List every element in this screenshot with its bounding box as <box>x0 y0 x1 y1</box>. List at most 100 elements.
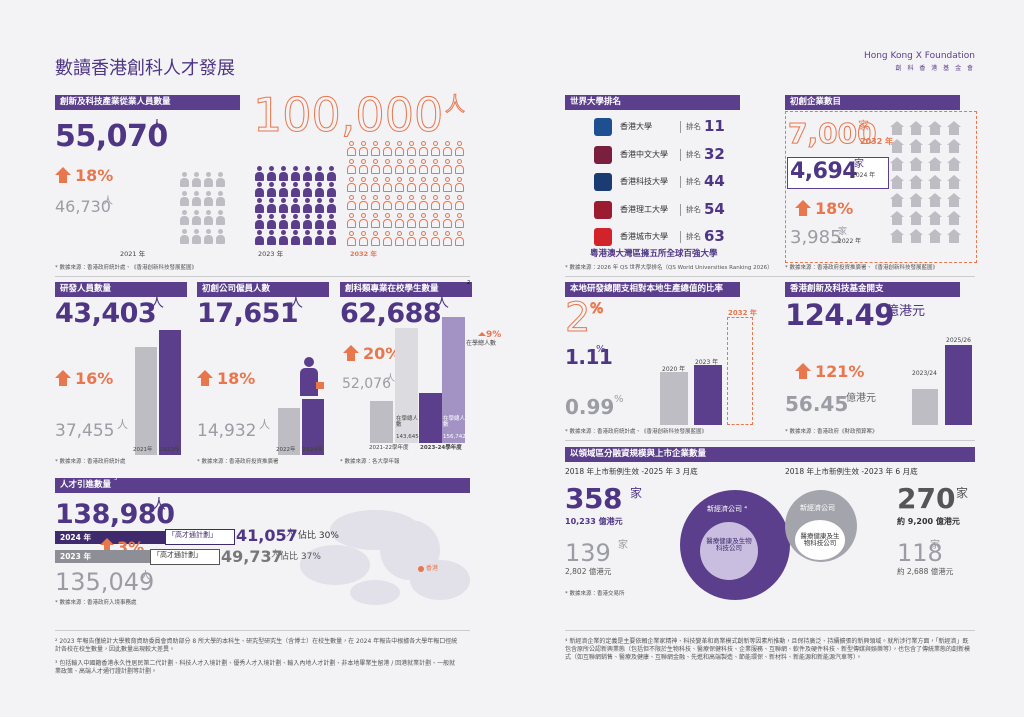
house-body <box>930 217 940 225</box>
person-body <box>443 183 452 192</box>
person-body <box>407 147 416 156</box>
person-head <box>329 230 334 235</box>
person-head <box>421 141 426 146</box>
person-body <box>383 201 392 210</box>
person-head <box>421 159 426 164</box>
current-value: 4,694 <box>790 159 858 184</box>
arrow-head <box>795 363 811 371</box>
person-body <box>431 201 440 210</box>
person-body <box>204 235 213 244</box>
person-head <box>385 213 390 218</box>
section-heading: 初創企業數目 <box>785 95 960 110</box>
bar <box>302 399 324 455</box>
person-body <box>279 204 288 213</box>
amount: 10,233 億港元 <box>565 517 623 526</box>
university-name: 香港中文大學 <box>620 149 668 159</box>
rank-value: 32 <box>704 144 725 163</box>
person-body <box>291 204 300 213</box>
caption: 2018 年上市新例生效 -2025 年 3 月底 <box>565 467 698 476</box>
share: 佔比 37% <box>280 552 321 562</box>
person-body <box>443 165 452 174</box>
unit: 人 <box>435 295 449 311</box>
house-body <box>911 181 921 189</box>
person-head <box>305 198 310 203</box>
year-label: 2020 年 <box>662 366 686 373</box>
person-head <box>433 213 438 218</box>
row-value: 41,057 <box>236 526 298 545</box>
house-body <box>949 127 959 135</box>
person-head <box>385 159 390 164</box>
person-body <box>315 236 324 245</box>
circle-label: 新經濟公司 ⁴ <box>707 505 748 513</box>
section-heading: 創新及科技產業從業人員數量 <box>55 95 240 110</box>
previous-value: 56.45 <box>785 392 849 416</box>
house-body <box>892 145 902 153</box>
person-body <box>192 235 201 244</box>
circle-label: 醫療健康及生物科技公司 <box>706 537 752 552</box>
person-body <box>315 188 324 197</box>
person-head <box>397 195 402 200</box>
scheme: 「高才通計劃」 <box>168 531 217 539</box>
divider <box>55 276 470 277</box>
house-roof <box>928 139 942 145</box>
unit: % <box>614 394 624 405</box>
person-head <box>457 195 462 200</box>
person-head <box>281 214 286 219</box>
circle-inner <box>795 520 845 560</box>
year-label: 2022年 <box>276 447 296 453</box>
person-head <box>373 213 378 218</box>
person-body <box>443 237 452 246</box>
rank-prefix: 排名 <box>686 177 701 186</box>
person-body <box>371 147 380 156</box>
dashed-box <box>785 111 977 263</box>
person-head <box>361 213 366 218</box>
house-body <box>930 145 940 153</box>
brand-sub: 創 科 香 港 基 金 會 <box>895 65 975 72</box>
house-body <box>949 217 959 225</box>
arrow-head <box>55 370 71 378</box>
person-body <box>407 201 416 210</box>
year-label: 2023/24 <box>912 370 937 377</box>
house-roof <box>909 211 923 217</box>
person-body <box>279 220 288 229</box>
person-body <box>347 147 356 156</box>
person-body <box>303 172 312 181</box>
bar <box>727 317 753 425</box>
section-heading: 人才引進數量 <box>55 478 470 493</box>
unit: 人 <box>103 196 113 207</box>
person-head <box>329 214 334 219</box>
person-head <box>305 182 310 187</box>
person-body <box>395 183 404 192</box>
house-body <box>949 235 959 243</box>
person-body <box>407 237 416 246</box>
person-body <box>347 237 356 246</box>
house-body <box>892 199 902 207</box>
source: * 數據來源：香港政府統計處、《香港創新科技發展藍圖》 <box>55 265 198 271</box>
section-heading: 以領域區分融資規模與上市企業數量 <box>565 447 975 462</box>
person-body <box>383 147 392 156</box>
person-head <box>361 231 366 236</box>
note-mark: 3 <box>114 476 118 482</box>
divider <box>565 276 975 277</box>
person-head <box>194 191 199 196</box>
person-body <box>395 201 404 210</box>
person-body <box>455 183 464 192</box>
person-body <box>419 165 428 174</box>
person-head <box>269 198 274 203</box>
count: 358 <box>565 482 622 515</box>
person-head <box>269 166 274 171</box>
bar <box>660 371 688 425</box>
divider <box>55 630 470 631</box>
person-head <box>206 191 211 196</box>
person-body <box>347 219 356 228</box>
person-body <box>431 183 440 192</box>
person-body <box>431 237 440 246</box>
rank-prefix: 排名 <box>686 232 701 241</box>
person-head <box>433 177 438 182</box>
arrow-head <box>343 345 359 353</box>
person-body <box>255 204 264 213</box>
divider <box>565 440 975 441</box>
target-value: 7,000 <box>788 117 878 150</box>
person-head <box>349 195 354 200</box>
growth: 16% <box>75 369 114 388</box>
